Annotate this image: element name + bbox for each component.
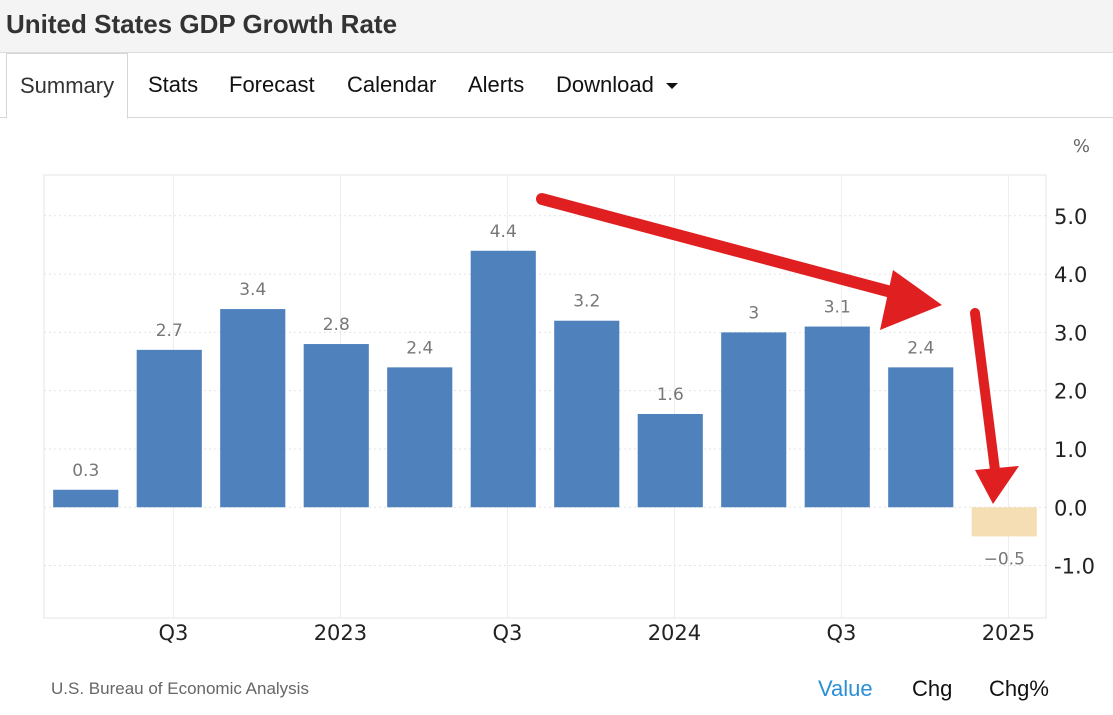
data-label: 4.4	[490, 222, 517, 242]
chg-pct-link[interactable]: Chg%	[989, 676, 1049, 701]
tab-forecast[interactable]: Forecast	[229, 72, 315, 97]
value-link[interactable]: Value	[818, 676, 873, 701]
data-label: 3.2	[573, 292, 600, 312]
data-label: 3.1	[824, 298, 851, 318]
data-label: 0.3	[72, 461, 99, 481]
y-tick-label: 1.0	[1054, 438, 1087, 462]
y-tick-label: 2.0	[1054, 380, 1087, 404]
tab-alerts[interactable]: Alerts	[468, 72, 525, 97]
tab-download[interactable]: Download	[556, 53, 678, 117]
bar[interactable]	[721, 332, 787, 508]
bar[interactable]	[637, 413, 703, 508]
trend-arrow-head	[880, 270, 942, 330]
bar[interactable]	[220, 309, 286, 508]
page-title: United States GDP Growth Rate	[6, 9, 398, 39]
drop-arrow-head	[975, 466, 1019, 504]
data-label: 2.7	[156, 321, 183, 341]
source-text: U.S. Bureau of Economic Analysis	[51, 679, 309, 698]
data-label: 3	[748, 303, 759, 323]
tab-bar: Summary Stats Forecast Calendar Alerts D…	[0, 53, 1113, 119]
bar[interactable]	[303, 344, 369, 508]
drop-arrow-line	[970, 308, 1001, 483]
bar[interactable]	[971, 507, 1037, 537]
plot-border	[43, 174, 1047, 619]
unit-label: %	[1073, 136, 1090, 157]
y-tick-label: 5.0	[1054, 205, 1087, 229]
data-label: 3.4	[239, 280, 266, 300]
data-label: 2.4	[406, 338, 433, 358]
data-label: −0.5	[984, 549, 1025, 569]
y-tick-label: 0.0	[1054, 496, 1087, 520]
trend-arrows	[536, 193, 1019, 504]
data-label: 1.6	[657, 385, 684, 405]
x-tick-label: 2024	[648, 621, 701, 645]
bar[interactable]	[136, 349, 202, 508]
bar[interactable]	[888, 367, 954, 508]
bar[interactable]	[470, 250, 536, 508]
chg-link[interactable]: Chg	[912, 676, 953, 701]
caret-down-icon	[665, 83, 678, 90]
bar[interactable]	[387, 367, 453, 508]
bar[interactable]	[554, 320, 620, 508]
data-label: 2.4	[907, 338, 934, 358]
x-tick-label: Q3	[826, 621, 856, 645]
tab-stats[interactable]: Stats	[148, 72, 199, 97]
gdp-chart: 0.3 2.7 3.4 2.8 2.4 4.4 3.2 1.6 3 3.1 2.4 −0.5 5.0 4…	[43, 136, 1095, 645]
tab-calendar[interactable]: Calendar	[347, 72, 437, 97]
x-tick-label: 2025	[982, 621, 1035, 645]
y-tick-label: -1.0	[1054, 555, 1095, 579]
bar[interactable]	[53, 489, 119, 508]
x-tick-label: Q3	[158, 621, 188, 645]
x-tick-label: 2023	[314, 621, 367, 645]
bar[interactable]	[804, 326, 870, 508]
y-tick-label: 4.0	[1054, 263, 1087, 287]
trend-arrow-line	[536, 193, 901, 299]
title-bar: United States GDP Growth Rate	[0, 0, 1113, 53]
y-tick-label: 3.0	[1054, 321, 1087, 345]
x-tick-label: Q3	[492, 621, 522, 645]
tab-download-label: Download	[556, 72, 654, 97]
data-label: 2.8	[323, 315, 350, 335]
tab-summary[interactable]: Summary	[6, 53, 129, 119]
